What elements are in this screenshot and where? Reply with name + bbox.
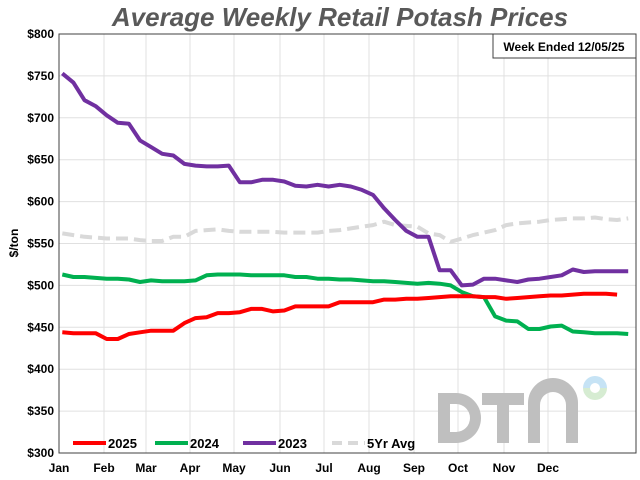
x-tick-label: Aug	[357, 461, 380, 475]
y-tick-label: $750	[27, 69, 54, 83]
y-tick-label: $300	[27, 446, 54, 460]
x-tick-label: Jul	[315, 461, 332, 475]
chart-title: Average Weekly Retail Potash Prices	[111, 2, 568, 32]
x-tick-label: Apr	[180, 461, 201, 475]
week-ended-label: Week Ended 12/05/25	[503, 40, 625, 54]
series-lines	[61, 71, 629, 341]
x-tick-label: Oct	[448, 461, 468, 475]
y-tick-label: $700	[27, 111, 54, 125]
legend-label: 2023	[278, 436, 307, 451]
y-tick-label: $450	[27, 320, 54, 334]
x-tick-label: Dec	[537, 461, 559, 475]
x-axis-ticks: Jan Feb Mar Apr May Jun Jul Aug Sep Oct Nov Dec	[49, 461, 560, 475]
series-line-2023	[61, 71, 629, 288]
y-tick-label: $350	[27, 404, 54, 418]
x-tick-label: Jun	[269, 461, 290, 475]
series-line-2025	[62, 291, 618, 341]
x-tick-label: Sep	[403, 461, 425, 475]
x-tick-label: Nov	[493, 461, 516, 475]
dtn-logo	[438, 376, 607, 443]
series-line-2024	[61, 272, 629, 336]
series-line-5yr-avg	[61, 215, 629, 244]
y-tick-label: $800	[27, 27, 54, 41]
legend: 2025 2024 2023 5Yr Avg	[73, 436, 415, 451]
x-tick-label: May	[222, 461, 246, 475]
legend-label: 2025	[108, 436, 137, 451]
y-tick-label: $550	[27, 237, 54, 251]
y-tick-label: $650	[27, 153, 54, 167]
y-tick-label: $600	[27, 195, 54, 209]
x-tick-label: Feb	[93, 461, 114, 475]
x-tick-label: Jan	[49, 461, 70, 475]
y-axis-ticks: $300 $350 $400 $450 $500 $550 $600 $650 $700 $750…	[27, 27, 54, 460]
plot-border	[58, 33, 637, 454]
x-tick-label: Mar	[135, 461, 157, 475]
week-ended-box: Week Ended 12/05/25	[492, 33, 637, 59]
legend-label: 2024	[190, 436, 220, 451]
y-tick-label: $500	[27, 278, 54, 292]
y-tick-label: $400	[27, 362, 54, 376]
y-axis-label: $/ton	[7, 229, 21, 258]
legend-label: 5Yr Avg	[367, 436, 415, 451]
